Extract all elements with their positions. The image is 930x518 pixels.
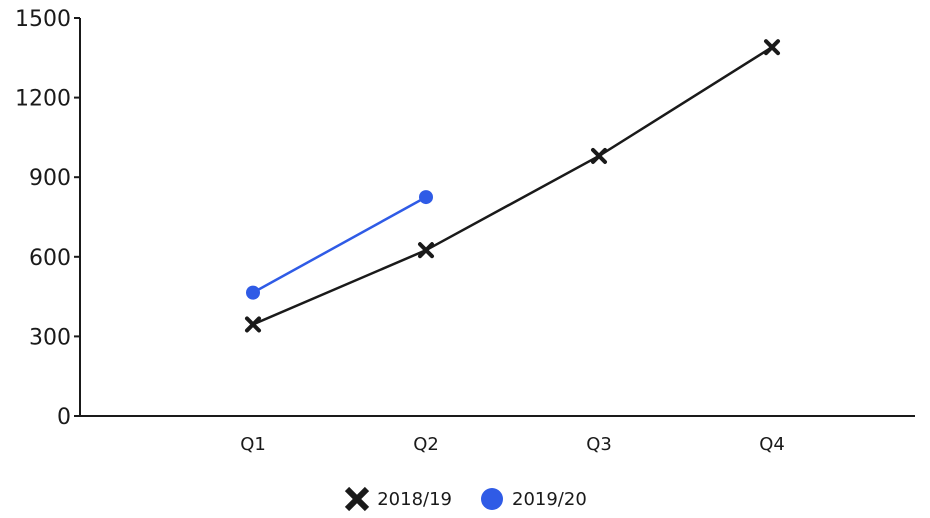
data-point	[764, 39, 780, 56]
series-line-2019-20	[252, 196, 427, 294]
y-tick-label: 900	[29, 166, 71, 191]
y-tick-label: 1200	[15, 87, 71, 112]
y-tick-label: 600	[29, 246, 71, 271]
chart-plot-area: 0 300 600 900 1200 1500 Q1 Q2 Q3 Q4	[15, 7, 915, 455]
axes: 0 300 600 900 1200 1500 Q1 Q2 Q3 Q4	[15, 7, 915, 455]
x-tick-label: Q4	[759, 434, 785, 455]
data-point	[246, 285, 260, 300]
legend-label: 2018/19	[377, 488, 452, 510]
x-marker-icon	[345, 486, 370, 512]
legend-item: 2018/19	[343, 485, 452, 513]
legend-label: 2019/20	[512, 488, 587, 510]
y-tick-label: 1500	[15, 7, 71, 32]
series-layer	[245, 39, 780, 333]
data-point	[419, 190, 433, 205]
y-tick-label: 0	[57, 405, 71, 430]
x-tick-label: Q1	[240, 434, 266, 455]
data-point	[418, 242, 434, 259]
x-tick-label: Q3	[586, 434, 612, 455]
legend: 2018/19 2019/20	[0, 482, 930, 516]
data-point	[591, 147, 607, 164]
circle-marker-icon	[481, 488, 503, 510]
legend-item: 2019/20	[478, 485, 587, 513]
x-tick-label: Q2	[413, 434, 439, 455]
series-line-2018-19	[252, 46, 773, 326]
data-point	[245, 316, 261, 333]
y-tick-label: 300	[29, 325, 71, 350]
